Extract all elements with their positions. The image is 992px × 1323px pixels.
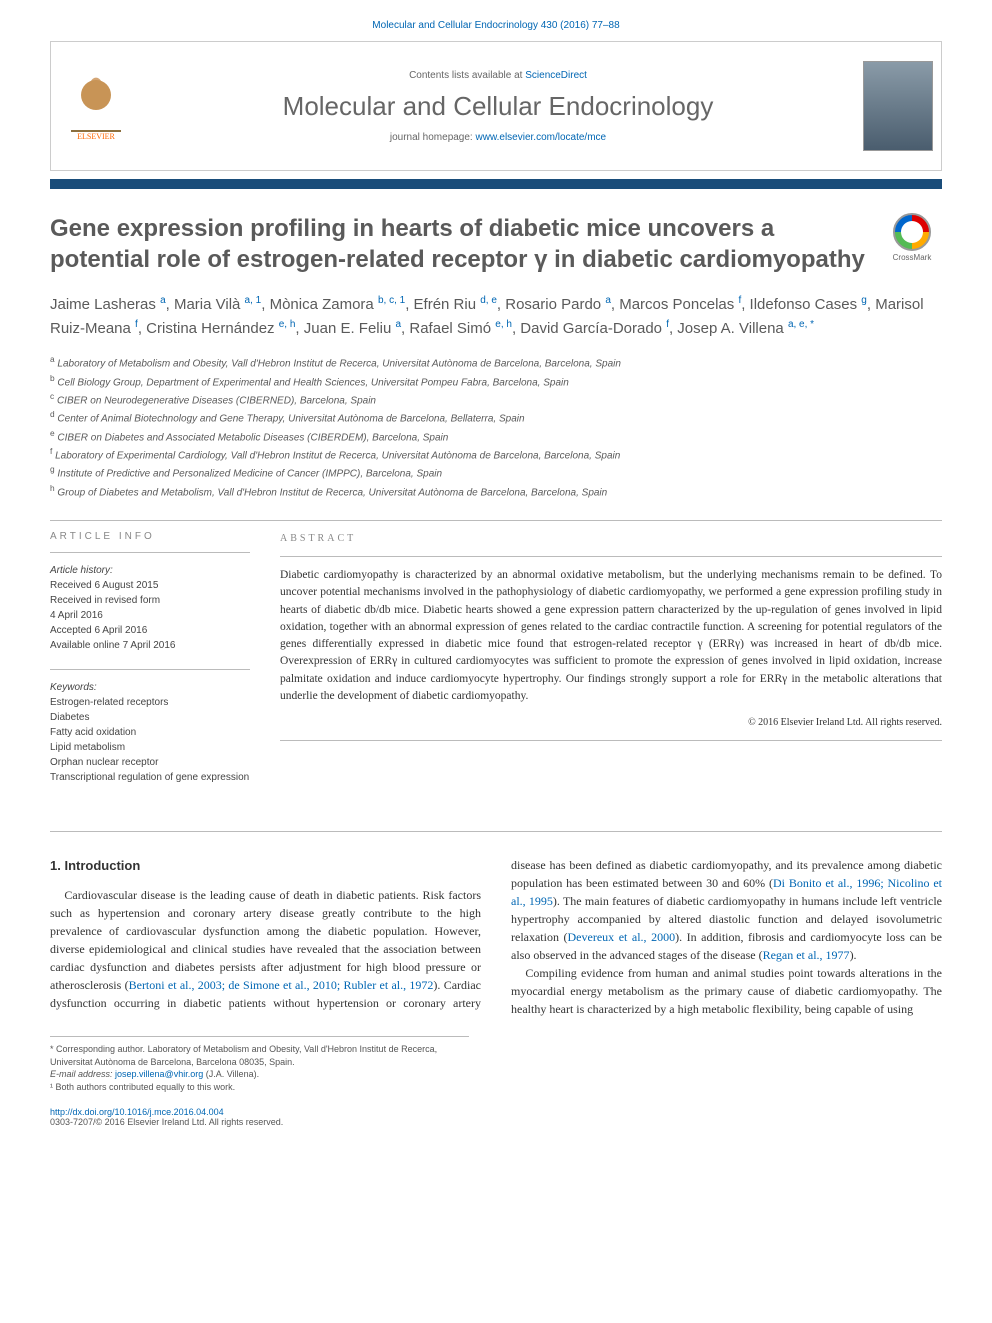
abstract-text: Diabetic cardiomyopathy is characterized… xyxy=(280,567,942,705)
keyword-item: Lipid metabolism xyxy=(50,740,250,755)
journal-homepage: journal homepage: www.elsevier.com/locat… xyxy=(141,132,855,143)
affiliation-item: f Laboratory of Experimental Cardiology,… xyxy=(50,445,942,463)
history-label: Article history: xyxy=(50,563,250,578)
elsevier-tree-icon xyxy=(71,72,121,132)
corresponding-author: * Corresponding author. Laboratory of Me… xyxy=(50,1043,469,1068)
keywords-block: Keywords: Estrogen-related receptorsDiab… xyxy=(50,680,250,785)
keyword-item: Fatty acid oxidation xyxy=(50,725,250,740)
divider xyxy=(280,740,942,741)
email-suffix: (J.A. Villena). xyxy=(203,1069,259,1079)
authors-list: Jaime Lasheras a, Maria Vilà a, 1, Mònic… xyxy=(50,293,942,341)
affiliations-list: a Laboratory of Metabolism and Obesity, … xyxy=(50,353,942,500)
keyword-item: Estrogen-related receptors xyxy=(50,695,250,710)
history-line: Received 6 August 2015 xyxy=(50,578,250,593)
body-paragraph: Compiling evidence from human and animal… xyxy=(511,964,942,1018)
contents-available: Contents lists available at ScienceDirec… xyxy=(141,70,855,81)
email-label: E-mail address: xyxy=(50,1069,115,1079)
email-link[interactable]: josep.villena@vhir.org xyxy=(115,1069,203,1079)
email-line: E-mail address: josep.villena@vhir.org (… xyxy=(50,1068,469,1081)
crossmark-badge[interactable]: CrossMark xyxy=(882,213,942,262)
keyword-item: Transcriptional regulation of gene expre… xyxy=(50,770,250,785)
divider xyxy=(280,556,942,557)
header-center: Contents lists available at ScienceDirec… xyxy=(141,70,855,143)
history-line: 4 April 2016 xyxy=(50,608,250,623)
citation-link[interactable]: Regan et al., 1977 xyxy=(763,948,850,962)
journal-header: ELSEVIER Contents lists available at Sci… xyxy=(50,41,942,171)
body-text: Cardiovascular disease is the leading ca… xyxy=(50,888,481,992)
affiliation-item: g Institute of Predictive and Personaliz… xyxy=(50,463,942,481)
affiliation-item: c CIBER on Neurodegenerative Diseases (C… xyxy=(50,390,942,408)
footnotes: * Corresponding author. Laboratory of Me… xyxy=(50,1036,469,1093)
citation-link[interactable]: Devereux et al., 2000 xyxy=(568,930,676,944)
body-text: ). xyxy=(850,948,857,962)
article-title: Gene expression profiling in hearts of d… xyxy=(50,213,866,275)
affiliation-item: e CIBER on Diabetes and Associated Metab… xyxy=(50,427,942,445)
keywords-label: Keywords: xyxy=(50,680,250,695)
journal-reference: Molecular and Cellular Endocrinology 430… xyxy=(50,20,942,31)
abstract-copyright: © 2016 Elsevier Ireland Ltd. All rights … xyxy=(280,715,942,730)
citation-link[interactable]: et al., 2003; de Simone et al., 2010; Ru… xyxy=(168,978,434,992)
page-footer: http://dx.doi.org/10.1016/j.mce.2016.04.… xyxy=(50,1107,942,1127)
abstract-block: ABSTRACT Diabetic cardiomyopathy is char… xyxy=(280,531,942,801)
crossmark-label: CrossMark xyxy=(893,253,932,262)
divider xyxy=(50,831,942,832)
contents-prefix: Contents lists available at xyxy=(409,70,525,81)
history-line: Accepted 6 April 2016 xyxy=(50,623,250,638)
citation-link[interactable]: Bertoni xyxy=(129,978,165,992)
contribution-note: ¹ Both authors contributed equally to th… xyxy=(50,1081,469,1094)
issn-copyright: 0303-7207/© 2016 Elsevier Ireland Ltd. A… xyxy=(50,1117,283,1127)
article-info-heading: ARTICLE INFO xyxy=(50,531,250,542)
abstract-heading: ABSTRACT xyxy=(280,531,942,546)
elsevier-logo[interactable]: ELSEVIER xyxy=(51,64,141,149)
crossmark-icon xyxy=(893,213,931,251)
history-line: Received in revised form xyxy=(50,593,250,608)
affiliation-item: b Cell Biology Group, Department of Expe… xyxy=(50,372,942,390)
section-heading: 1. Introduction xyxy=(50,856,481,876)
divider xyxy=(50,669,250,670)
keyword-item: Diabetes xyxy=(50,710,250,725)
article-info-sidebar: ARTICLE INFO Article history: Received 6… xyxy=(50,531,250,801)
keyword-item: Orphan nuclear receptor xyxy=(50,755,250,770)
journal-cover-thumbnail xyxy=(863,61,933,151)
doi-link[interactable]: http://dx.doi.org/10.1016/j.mce.2016.04.… xyxy=(50,1107,224,1117)
divider-bar xyxy=(50,179,942,189)
journal-name: Molecular and Cellular Endocrinology xyxy=(141,91,855,122)
article-body: 1. Introduction Cardiovascular disease i… xyxy=(50,856,942,1018)
article-history-block: Article history: Received 6 August 2015R… xyxy=(50,563,250,653)
homepage-prefix: journal homepage: xyxy=(390,132,476,143)
homepage-link[interactable]: www.elsevier.com/locate/mce xyxy=(476,132,607,143)
affiliation-item: h Group of Diabetes and Metabolism, Vall… xyxy=(50,482,942,500)
affiliation-item: a Laboratory of Metabolism and Obesity, … xyxy=(50,353,942,371)
affiliation-item: d Center of Animal Biotechnology and Gen… xyxy=(50,408,942,426)
sciencedirect-link[interactable]: ScienceDirect xyxy=(525,70,587,81)
history-line: Available online 7 April 2016 xyxy=(50,638,250,653)
divider xyxy=(50,520,942,521)
divider xyxy=(50,552,250,553)
elsevier-label: ELSEVIER xyxy=(77,132,115,141)
